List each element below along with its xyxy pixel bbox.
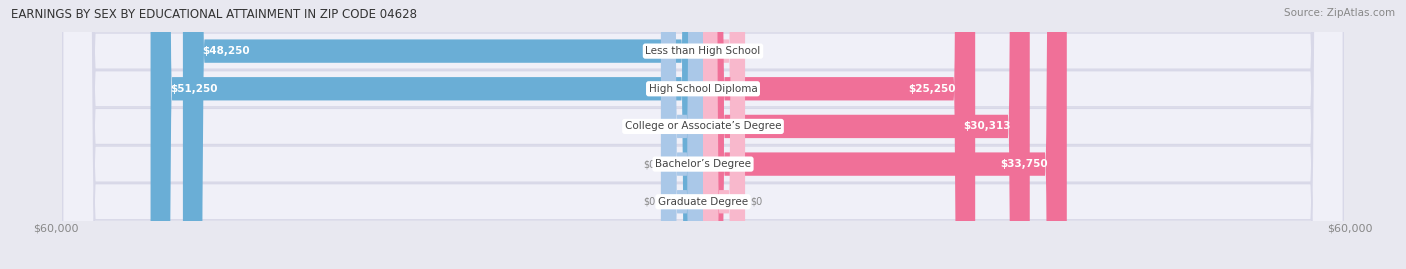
Text: $0: $0 — [751, 197, 762, 207]
FancyBboxPatch shape — [703, 0, 745, 269]
FancyBboxPatch shape — [63, 0, 1343, 269]
Text: $48,250: $48,250 — [202, 46, 250, 56]
FancyBboxPatch shape — [703, 0, 1029, 269]
Text: $0: $0 — [751, 46, 762, 56]
FancyBboxPatch shape — [183, 0, 703, 269]
Text: EARNINGS BY SEX BY EDUCATIONAL ATTAINMENT IN ZIP CODE 04628: EARNINGS BY SEX BY EDUCATIONAL ATTAINMEN… — [11, 8, 418, 21]
FancyBboxPatch shape — [661, 0, 703, 269]
Text: Bachelor’s Degree: Bachelor’s Degree — [655, 159, 751, 169]
Text: Graduate Degree: Graduate Degree — [658, 197, 748, 207]
Text: $25,250: $25,250 — [908, 84, 956, 94]
Text: $51,250: $51,250 — [170, 84, 218, 94]
FancyBboxPatch shape — [703, 0, 745, 269]
Text: $33,750: $33,750 — [1000, 159, 1047, 169]
Text: High School Diploma: High School Diploma — [648, 84, 758, 94]
FancyBboxPatch shape — [63, 0, 1343, 269]
FancyBboxPatch shape — [661, 0, 703, 269]
FancyBboxPatch shape — [63, 0, 1343, 269]
FancyBboxPatch shape — [63, 0, 1343, 269]
FancyBboxPatch shape — [661, 0, 703, 269]
FancyBboxPatch shape — [703, 0, 1067, 269]
Text: $0: $0 — [644, 159, 655, 169]
Text: Less than High School: Less than High School — [645, 46, 761, 56]
FancyBboxPatch shape — [150, 0, 703, 269]
Text: $30,313: $30,313 — [963, 121, 1011, 132]
Text: $0: $0 — [644, 197, 655, 207]
Text: $0: $0 — [644, 121, 655, 132]
Text: College or Associate’s Degree: College or Associate’s Degree — [624, 121, 782, 132]
Text: Source: ZipAtlas.com: Source: ZipAtlas.com — [1284, 8, 1395, 18]
FancyBboxPatch shape — [63, 0, 1343, 269]
FancyBboxPatch shape — [703, 0, 976, 269]
